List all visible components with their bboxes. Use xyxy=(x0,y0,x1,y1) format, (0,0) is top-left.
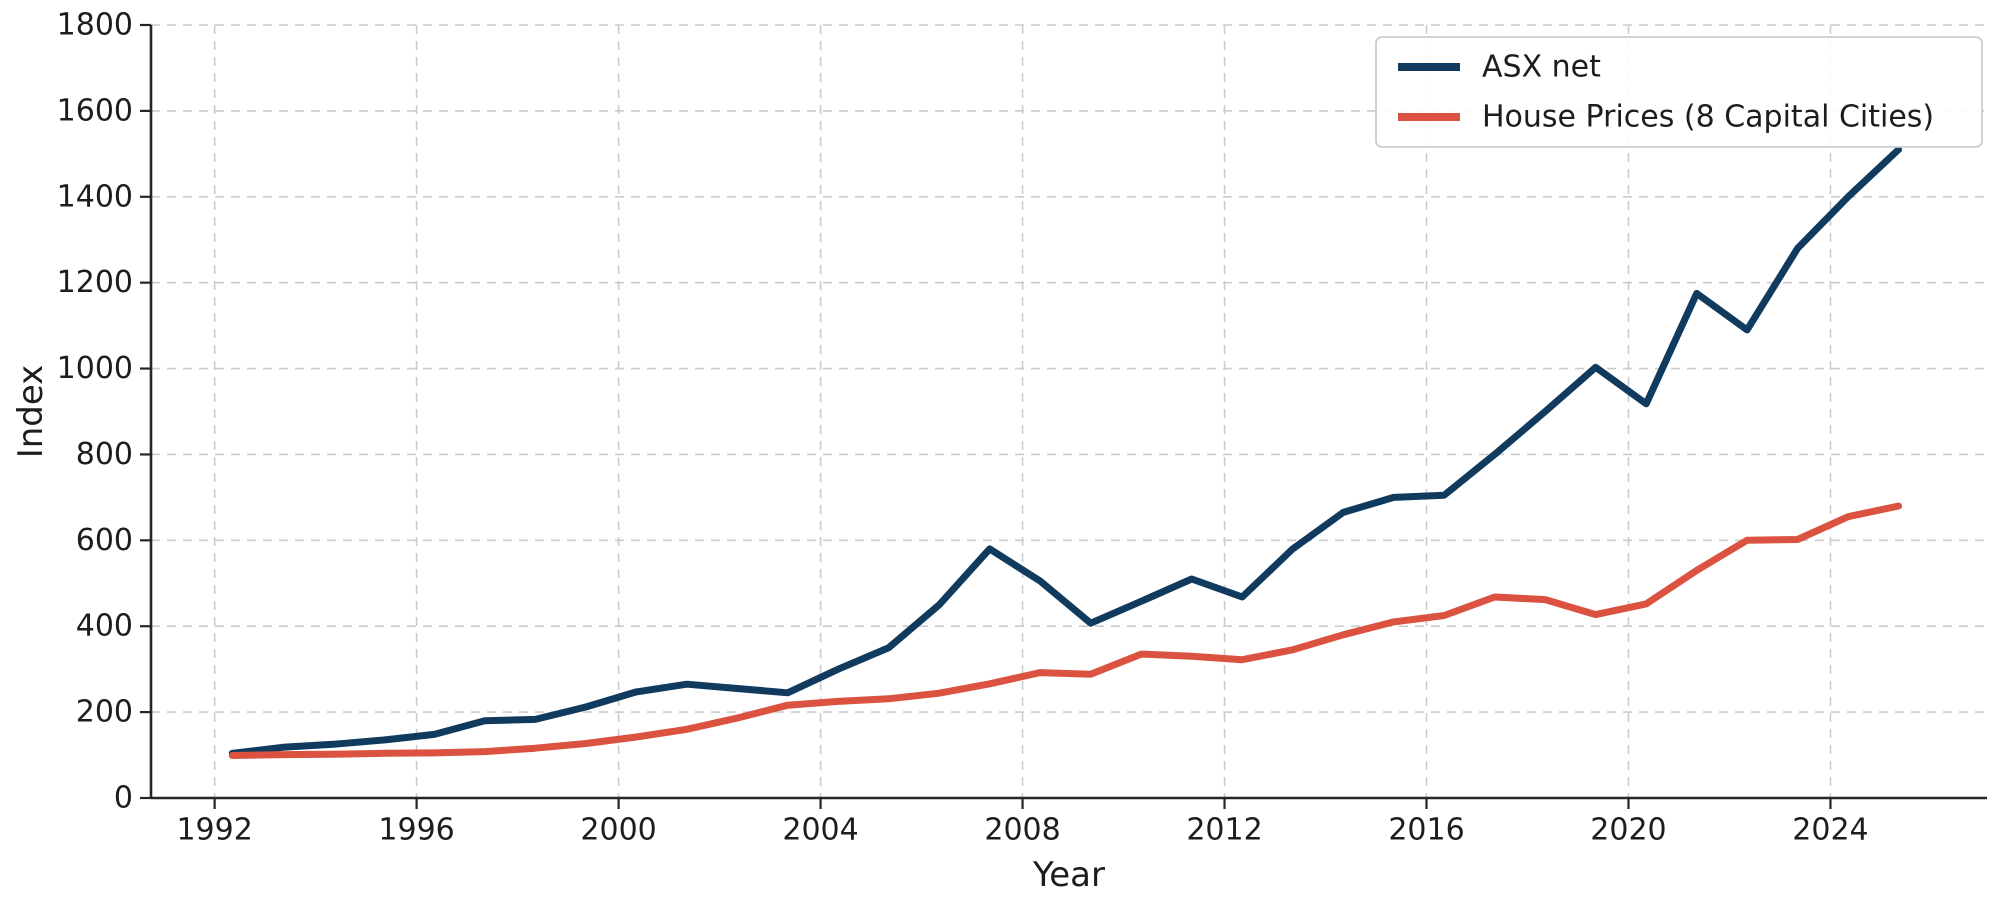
y-tick-label: 1200 xyxy=(57,265,133,300)
y-tick-label: 1600 xyxy=(57,93,133,128)
x-tick-label: 2024 xyxy=(1792,813,1868,848)
y-tick-label: 0 xyxy=(114,781,133,816)
x-tick-label: 1996 xyxy=(378,813,454,848)
x-tick-label: 2000 xyxy=(580,813,656,848)
series-line-house-prices xyxy=(228,502,1903,759)
legend-label: House Prices (8 Capital Cities) xyxy=(1482,100,1934,135)
legend-item-house-prices: House Prices (8 Capital Cities) xyxy=(1398,100,1934,135)
y-tick-label: 1000 xyxy=(57,351,133,386)
y-tick-label: 600 xyxy=(76,523,133,558)
y-tick-label: 1800 xyxy=(57,8,133,43)
legend-label: ASX net xyxy=(1482,50,1601,85)
x-tick-label: 2012 xyxy=(1186,813,1262,848)
y-tick-label: 1400 xyxy=(57,179,133,214)
x-tick-label: 1992 xyxy=(176,813,252,848)
x-tick-label: 2016 xyxy=(1388,813,1464,848)
x-tick-label: 2004 xyxy=(782,813,858,848)
y-axis-title: Index xyxy=(11,365,51,459)
y-tick-label: 200 xyxy=(76,695,133,730)
legend-item-asx-net: ASX net xyxy=(1398,50,1601,85)
legend-box xyxy=(1375,36,1983,148)
x-axis-title: Year xyxy=(1032,855,1105,895)
legend: ASX net House Prices (8 Capital Cities) xyxy=(1375,36,1983,148)
x-tick-label: 2008 xyxy=(984,813,1060,848)
y-tick-label: 400 xyxy=(76,609,133,644)
gridlines xyxy=(151,24,1987,798)
y-tick-label: 800 xyxy=(76,437,133,472)
x-tick-label: 2020 xyxy=(1590,813,1666,848)
series-line-asx-net xyxy=(228,146,1903,757)
